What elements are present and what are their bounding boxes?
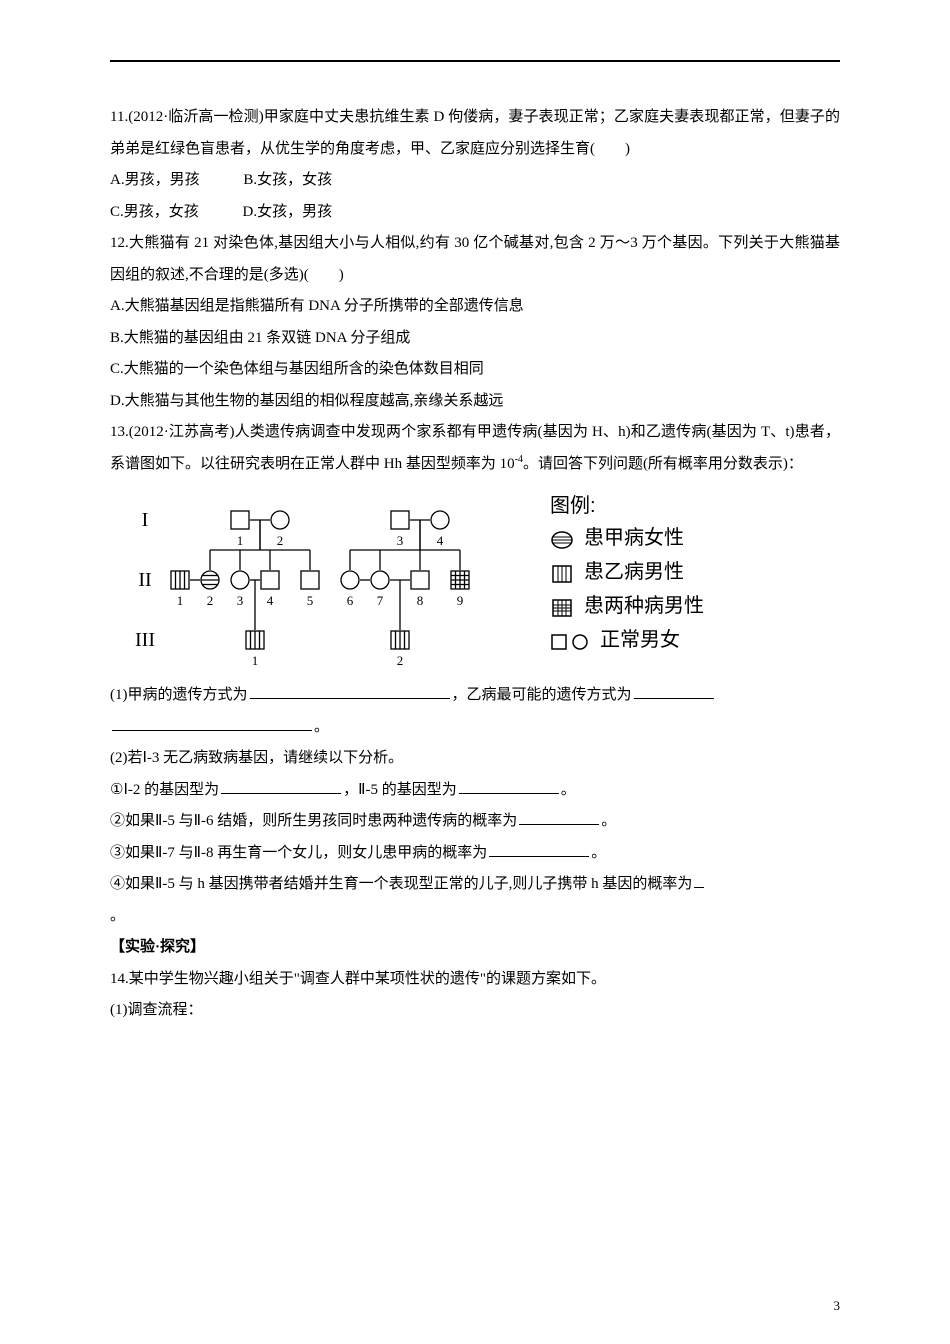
q12-text: 12.大熊猫有 21 对染色体,基因组大小与人相似,约有 30 亿个碱基对,包含…	[110, 228, 840, 291]
svg-text:I: I	[142, 509, 149, 531]
pedigree-diagram: IIIIII123412345678912	[110, 490, 530, 670]
q13-sub1-c: 。	[314, 719, 329, 735]
grid-square-icon	[550, 596, 574, 616]
q13-sub2-4b: 。	[110, 901, 840, 933]
svg-text:4: 4	[267, 593, 274, 608]
body: 11.(2012·临沂高一检测)甲家庭中丈夫患抗维生素 D 佝偻病，妻子表现正常…	[110, 102, 840, 1027]
svg-text:8: 8	[417, 593, 424, 608]
q13-sub1-a: (1)甲病的遗传方式为	[110, 687, 248, 703]
q13-sub2-4: ④如果Ⅱ-5 与 h 基因携带者结婚并生育一个表现型正常的儿子,则儿子携带 h …	[110, 869, 840, 901]
page-container: 11.(2012·临沂高一检测)甲家庭中丈夫患抗维生素 D 佝偻病，妻子表现正常…	[0, 0, 950, 1344]
q11-text: 11.(2012·临沂高一检测)甲家庭中丈夫患抗维生素 D 佝偻病，妻子表现正常…	[110, 102, 840, 165]
q13-sub2: (2)若Ⅰ-3 无乙病致病基因，请继续以下分析。	[110, 743, 840, 775]
legend-row-3: 患两种病男性	[550, 590, 704, 622]
svg-text:3: 3	[397, 533, 404, 548]
q12-optD: D.大熊猫与其他生物的基因组的相似程度越高,亲缘关系越远	[110, 386, 840, 418]
svg-text:1: 1	[177, 593, 184, 608]
legend-row-2: 患乙病男性	[550, 556, 704, 588]
svg-text:2: 2	[397, 653, 404, 668]
svg-text:2: 2	[207, 593, 214, 608]
page-number: 3	[834, 1298, 841, 1314]
q13-exponent: -4	[515, 454, 523, 465]
q11-optB: B.女孩，女孩	[243, 165, 332, 197]
legend-label-3: 患两种病男性	[584, 590, 704, 622]
svg-text:3: 3	[237, 593, 244, 608]
q14-text: 14.某中学生物兴趣小组关于"调查人群中某项性状的遗传"的课题方案如下。	[110, 964, 840, 996]
header-rule	[110, 60, 840, 62]
q13-sub2-2: ②如果Ⅱ-5 与Ⅱ-6 结婚，则所生男孩同时患两种遗传病的概率为 。	[110, 806, 840, 838]
svg-text:5: 5	[307, 593, 314, 608]
q14-sub1: (1)调查流程：	[110, 995, 840, 1027]
q13-sub2-3: ③如果Ⅱ-7 与Ⅱ-8 再生育一个女儿，则女儿患甲病的概率为 。	[110, 838, 840, 870]
svg-text:4: 4	[437, 533, 444, 548]
square-circle-icon	[550, 630, 590, 650]
q11-optD: D.女孩，男孩	[243, 197, 333, 229]
q13-sub2-2a: ②如果Ⅱ-5 与Ⅱ-6 结婚，则所生男孩同时患两种遗传病的概率为	[110, 813, 517, 829]
q13-sub2-1: ①Ⅰ-2 的基因型为 ，Ⅱ-5 的基因型为 。	[110, 775, 840, 807]
svg-text:1: 1	[237, 533, 244, 548]
q12-optC: C.大熊猫的一个染色体组与基因组所含的染色体数目相同	[110, 354, 840, 386]
blank	[489, 856, 589, 857]
q13-sub1-b: ，乙病最可能的遗传方式为	[452, 687, 632, 703]
legend-title: 图例:	[550, 490, 704, 522]
legend-label-4: 正常男女	[600, 624, 680, 656]
legend-label-1: 患甲病女性	[584, 522, 684, 554]
q12-optB: B.大熊猫的基因组由 21 条双链 DNA 分子组成	[110, 323, 840, 355]
hstripes-circle-icon	[550, 528, 574, 548]
q13-sub1: (1)甲病的遗传方式为 ，乙病最可能的遗传方式为	[110, 680, 840, 712]
q13-sub2-1b: ，Ⅱ-5 的基因型为	[343, 782, 457, 798]
q11-optA: A.男孩，男孩	[110, 165, 200, 197]
legend-row-1: 患甲病女性	[550, 522, 704, 554]
q13-sub2-3b: 。	[591, 845, 606, 861]
blank	[519, 824, 599, 825]
svg-text:1: 1	[252, 653, 259, 668]
svg-text:II: II	[138, 569, 151, 591]
q13-sub2-3a: ③如果Ⅱ-7 与Ⅱ-8 再生育一个女儿，则女儿患甲病的概率为	[110, 845, 487, 861]
blank	[459, 793, 559, 794]
svg-text:9: 9	[457, 593, 464, 608]
q13-sub2-2b: 。	[601, 813, 616, 829]
vstripes-square-icon	[550, 562, 574, 582]
blank	[634, 698, 714, 699]
q11-optC: C.男孩，女孩	[110, 197, 199, 229]
q13-sub2-1c: 。	[561, 782, 576, 798]
legend: 图例: 患甲病女性 患乙病男性 患两种病	[550, 490, 704, 658]
q13-sub2-1a: ①Ⅰ-2 的基因型为	[110, 782, 219, 798]
svg-text:III: III	[135, 629, 155, 651]
q13-figure: IIIIII123412345678912 图例: 患甲病女性 患乙病男性	[110, 490, 840, 670]
blank	[694, 887, 704, 888]
q13-intro-b: 。请回答下列问题(所有概率用分数表示)：	[523, 456, 803, 472]
section-heading: 【实验·探究】	[110, 932, 840, 964]
blank	[221, 793, 341, 794]
q13-sub2-4a: ④如果Ⅱ-5 与 h 基因携带者结婚并生育一个表现型正常的儿子,则儿子携带 h …	[110, 876, 692, 892]
svg-text:6: 6	[347, 593, 354, 608]
q12-optA: A.大熊猫基因组是指熊猫所有 DNA 分子所携带的全部遗传信息	[110, 291, 840, 323]
q11-options-row1: A.男孩，男孩 B.女孩，女孩	[110, 165, 840, 197]
q11-options-row2: C.男孩，女孩 D.女孩，男孩	[110, 197, 840, 229]
svg-text:2: 2	[277, 533, 284, 548]
legend-row-4: 正常男女	[550, 624, 704, 656]
legend-label-2: 患乙病男性	[584, 556, 684, 588]
q13-sub1-cont: 。	[110, 712, 840, 744]
svg-text:7: 7	[377, 593, 384, 608]
blank	[250, 698, 450, 699]
blank	[112, 730, 312, 731]
q13-intro: 13.(2012·江苏高考)人类遗传病调查中发现两个家系都有甲遗传病(基因为 H…	[110, 417, 840, 480]
